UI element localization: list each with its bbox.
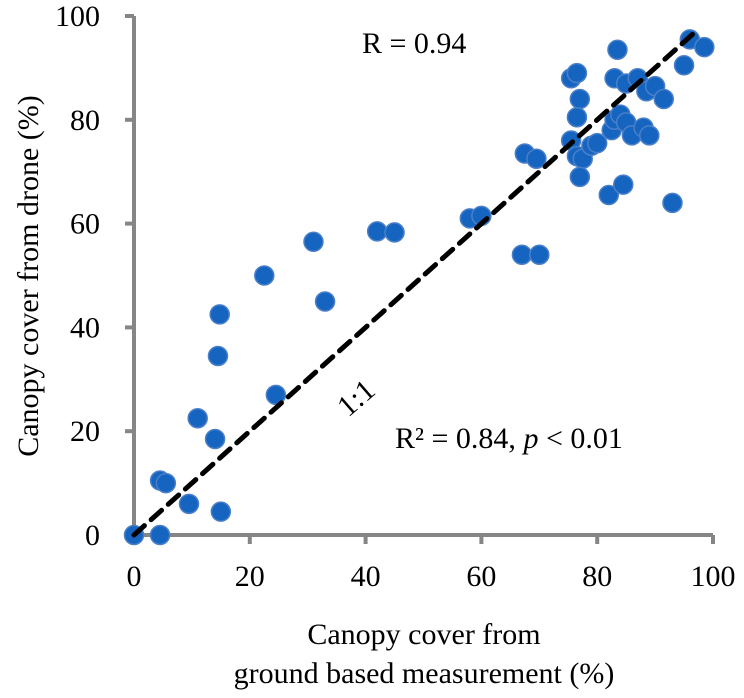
data-point bbox=[187, 407, 208, 429]
data-point bbox=[566, 106, 588, 128]
y-tick-label: 0 bbox=[85, 519, 100, 552]
data-point bbox=[366, 221, 388, 242]
data-point bbox=[207, 345, 229, 367]
axes: 0 20 40 60 80 100 0 20 40 60 80 100 bbox=[55, 0, 736, 593]
data-point bbox=[586, 132, 608, 154]
data-point bbox=[204, 428, 226, 450]
data-point bbox=[613, 174, 634, 195]
labels: 1:1 R = 0.94 R² = 0.84, p < 0.01 Canopy … bbox=[12, 27, 623, 690]
x-tick-label: 0 bbox=[127, 560, 142, 593]
data-point bbox=[254, 265, 275, 286]
data-point bbox=[569, 88, 591, 110]
x-tick-label: 20 bbox=[235, 560, 265, 593]
data-point bbox=[178, 493, 200, 515]
y-axis-title: Canopy cover from drone (%) bbox=[12, 95, 45, 457]
x-axis-title-line-2: ground based measurement (%) bbox=[234, 657, 615, 690]
y-tick-label: 80 bbox=[70, 104, 100, 137]
data-point bbox=[566, 62, 588, 84]
data-point bbox=[569, 166, 591, 188]
data-point bbox=[314, 291, 336, 312]
p-italic: p bbox=[521, 422, 538, 455]
one-to-one-line bbox=[131, 26, 702, 538]
data-point bbox=[384, 222, 405, 243]
r-annotation: R = 0.94 bbox=[362, 27, 466, 60]
one-to-one-label: 1:1 bbox=[331, 373, 382, 423]
data-point bbox=[662, 192, 683, 214]
y-tick-label: 40 bbox=[70, 311, 100, 344]
data-point bbox=[303, 231, 324, 253]
x-tick-label: 60 bbox=[466, 560, 496, 593]
data-point bbox=[694, 36, 715, 58]
r2-text: R² = 0.84, bbox=[395, 422, 523, 455]
y-tick-label: 100 bbox=[55, 0, 100, 33]
data-point bbox=[210, 501, 232, 522]
data-point bbox=[598, 184, 620, 206]
data-point bbox=[639, 125, 660, 146]
data-point bbox=[607, 39, 628, 60]
data-point bbox=[511, 244, 533, 265]
y-tick-label: 20 bbox=[70, 415, 100, 448]
r2-annotation: R² = 0.84, p < 0.01 bbox=[395, 422, 623, 455]
data-point bbox=[653, 88, 675, 110]
data-point bbox=[265, 384, 287, 406]
p-tail: < 0.01 bbox=[538, 422, 622, 455]
x-axis-title-line-1: Canopy cover from bbox=[307, 618, 540, 651]
x-tick-label: 100 bbox=[691, 560, 736, 593]
data-point bbox=[209, 304, 230, 325]
data-point bbox=[149, 524, 171, 546]
data-point bbox=[155, 472, 177, 494]
data-point bbox=[673, 55, 695, 76]
x-tick-label: 40 bbox=[351, 560, 381, 593]
data-point bbox=[529, 244, 550, 265]
y-tick-label: 60 bbox=[70, 208, 100, 241]
data-point bbox=[526, 148, 547, 169]
x-tick-label: 80 bbox=[582, 560, 612, 593]
